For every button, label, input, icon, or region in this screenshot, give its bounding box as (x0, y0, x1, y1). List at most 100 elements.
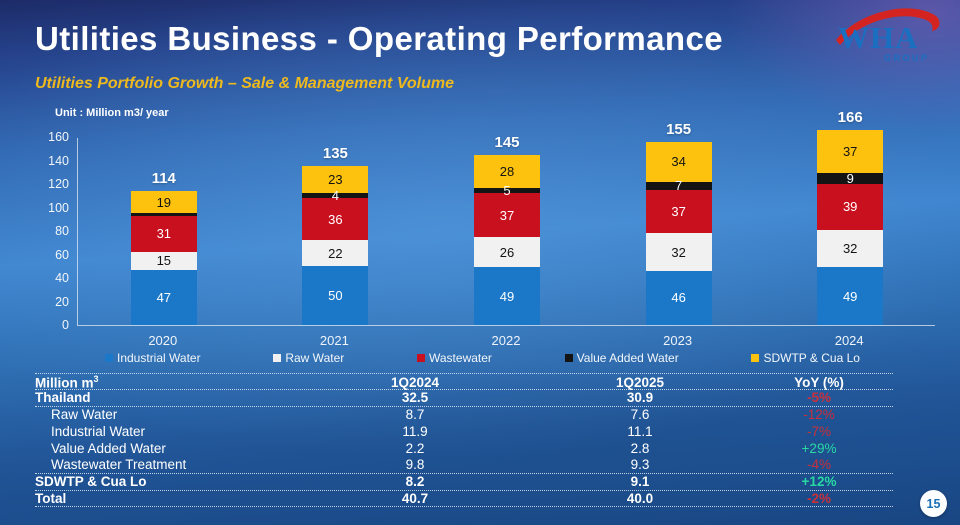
row-label: Total (35, 490, 67, 506)
chart-unit-label: Unit : Million m3/ year (55, 107, 169, 119)
legend-label: Industrial Water (117, 351, 201, 365)
table-row-thailand: Thailand 32.5 30.9 -5% (35, 390, 893, 407)
bar-segment-wastewater: 31 (130, 215, 197, 253)
row-value: -4% (806, 457, 831, 473)
row-value: -5% (806, 390, 831, 406)
bar-segment-industrial-water: 49 (817, 267, 884, 325)
row-value: 9.8 (405, 457, 425, 473)
bar-segment-industrial-water: 50 (302, 266, 369, 325)
bar-segment-raw-water: 32 (645, 233, 712, 271)
bar-total-label: 155 (666, 120, 692, 138)
bar-segment-wastewater: 39 (817, 184, 884, 230)
bar-stack: 28 5 37 26 49 (474, 154, 540, 325)
bar-stack: 19 31 15 47 (130, 191, 197, 325)
row-value: 2.8 (630, 441, 650, 457)
bar-total-label: 135 (322, 145, 348, 163)
x-category-label: 2023 (663, 333, 693, 348)
bar-total-label: 166 (837, 109, 863, 126)
bar-segment-sdwtp-cua-lo: 23 (302, 166, 369, 194)
bar-segment-wastewater: 36 (302, 198, 369, 241)
bar-total-label: 114 (151, 170, 176, 188)
y-tick-label: 20 (55, 294, 69, 309)
row-value: 40.7 (401, 490, 429, 506)
legend-item-raw-water: Raw Water (273, 351, 344, 365)
page-number-badge: 15 (920, 490, 947, 517)
row-value: 7.6 (630, 407, 650, 423)
slide-title: Utilities Business - Operating Performan… (35, 20, 723, 57)
bar-segment-sdwtp-cua-lo: 19 (130, 191, 197, 214)
row-value: -12% (803, 407, 835, 423)
table-row-sdwtp-cua-lo: SDWTP & Cua Lo 8.2 9.1 +12% (35, 474, 893, 491)
legend-label: Wastewater (429, 351, 492, 365)
bar-segment-value-added-water: 5 (474, 184, 540, 197)
row-label: Raw Water (51, 407, 118, 423)
bar-2020: 114 19 31 15 47 (130, 170, 197, 325)
svg-text:WHA: WHA (838, 20, 919, 55)
table-row-wastewater-treatment: Wastewater Treatment 9.8 9.3 -4% (35, 457, 893, 474)
bar-total-label: 145 (494, 133, 520, 151)
slide-subtitle: Utilities Portfolio Growth – Sale & Mana… (35, 75, 455, 92)
bar-segment-sdwtp-cua-lo: 37 (817, 130, 884, 174)
legend-label: SDWTP & Cua Lo (763, 351, 860, 365)
bar-stack: 23 4 36 22 50 (302, 166, 369, 325)
bar-stack: 34 7 37 32 46 (645, 141, 712, 325)
row-value: -2% (806, 490, 831, 506)
bar-segment-value-added-water: 4 (302, 189, 369, 202)
bar-2022: 145 28 5 37 26 49 (474, 134, 540, 325)
table-row-industrial-water: Industrial Water 11.9 11.1 -7% (35, 423, 893, 440)
table-body: Thailand 32.5 30.9 -5% Raw Water 8.7 7.6 -12% In… (35, 390, 893, 508)
legend-swatch-icon (564, 354, 573, 362)
x-category-label: 2022 (491, 333, 521, 348)
bar-segment-value-added-water: 9 (817, 172, 884, 185)
y-tick-label: 80 (55, 224, 69, 238)
legend-swatch-icon (273, 354, 282, 362)
row-value: 8.7 (405, 407, 425, 423)
bar-segment-raw-water: 32 (817, 229, 884, 268)
stacked-bar-chart: 0 20 40 60 80 100 120 140 160 114 19 31 15 47 135 23 4 3… (35, 109, 935, 352)
row-value: 32.5 (401, 390, 429, 406)
bar-segment-sdwtp-cua-lo: 28 (474, 154, 540, 188)
legend-swatch-icon (105, 354, 113, 362)
bar-segment-industrial-water: 46 (645, 270, 712, 325)
y-tick-label: 120 (48, 177, 69, 191)
table-header-unit: Million m3 (35, 374, 99, 391)
legend-label: Raw Water (285, 351, 345, 365)
row-value: 11.1 (627, 424, 653, 440)
bar-2021: 135 23 4 36 22 50 (302, 145, 369, 325)
row-value: 9.1 (630, 474, 650, 490)
x-category-label: 2024 (834, 333, 864, 348)
bar-2023: 155 34 7 37 32 46 (645, 120, 712, 325)
x-category-label: 2020 (148, 333, 178, 348)
legend-item-industrial-water: Industrial Water (105, 351, 201, 365)
row-label: Thailand (35, 390, 91, 406)
plot-area: 114 19 31 15 47 135 23 4 36 22 50 145 28 5 37 26 49 155 34… (77, 109, 935, 326)
bar-segment-industrial-water: 49 (474, 267, 540, 325)
legend-item-wastewater: Wastewater (417, 351, 492, 365)
row-value: +29% (801, 441, 837, 457)
bar-stack: 37 9 39 32 49 (817, 130, 884, 325)
legend-swatch-icon (751, 354, 760, 362)
row-label: Value Added Water (51, 441, 166, 457)
row-value: 11.9 (402, 424, 428, 440)
row-label: SDWTP & Cua Lo (35, 474, 147, 490)
y-tick-label: 40 (55, 271, 69, 285)
y-tick-label: 160 (48, 130, 69, 144)
legend-item-sdwtp-cua-lo: SDWTP & Cua Lo (751, 351, 860, 365)
table-header-row: Million m3 1Q2024 1Q2025 YoY (%) (35, 373, 893, 391)
chart-legend: Industrial Water Raw Water Wastewater Value… (105, 351, 860, 365)
bar-segment-sdwtp-cua-lo: 34 (645, 141, 712, 182)
y-tick-label: 100 (48, 200, 69, 215)
row-value: 8.2 (405, 474, 425, 490)
row-value: +12% (801, 474, 837, 490)
bar-segment-industrial-water: 47 (130, 269, 197, 325)
wha-group-logo: WHA GROUP (830, 4, 948, 70)
y-tick-label: 60 (55, 247, 69, 262)
table-row-raw-water: Raw Water 8.7 7.6 -12% (35, 407, 893, 424)
legend-swatch-icon (417, 354, 425, 362)
legend-item-value-added-water: Value Added Water (564, 351, 679, 365)
svg-text:GROUP: GROUP (884, 53, 930, 63)
table-row-value-added-water: Value Added Water 2.2 2.8 +29% (35, 440, 893, 457)
data-table: Million m3 1Q2024 1Q2025 YoY (%) Thailan… (35, 373, 893, 508)
row-label: Industrial Water (51, 424, 146, 440)
y-tick-label: 140 (48, 153, 69, 168)
